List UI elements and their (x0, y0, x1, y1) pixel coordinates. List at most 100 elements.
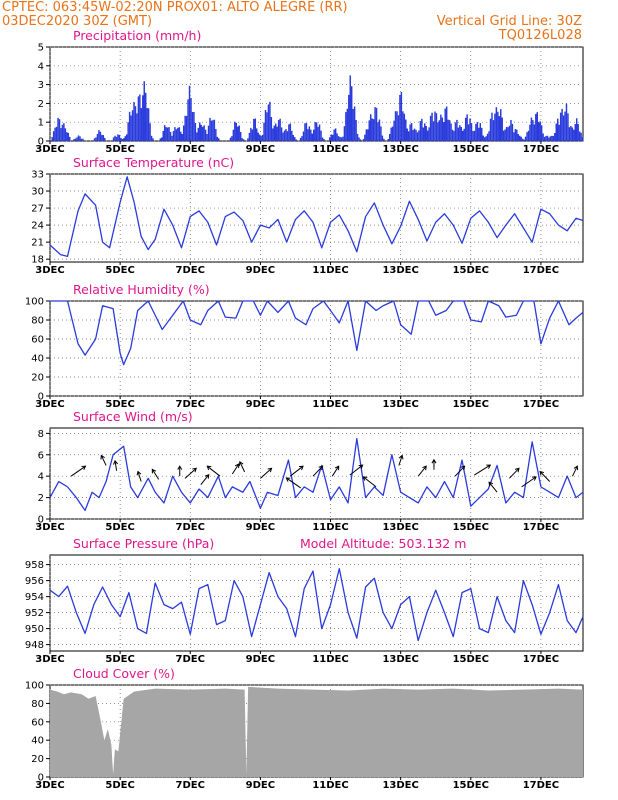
precip-bar (247, 138, 249, 141)
x-tick-label: 7DEC (176, 399, 205, 410)
precip-bar (149, 123, 151, 141)
precip-bar (460, 127, 463, 141)
precip-bar (310, 129, 312, 141)
wind-arrow (454, 465, 465, 477)
precip-bar (67, 132, 69, 141)
precip-bar (101, 134, 103, 141)
precip-bar (497, 111, 499, 141)
x-tick-label: 9DEC (246, 780, 275, 791)
y-tick-label: 952 (25, 608, 44, 619)
wind-arrow-head (514, 467, 520, 473)
precip-bar (184, 115, 186, 141)
x-tick-label: 7DEC (176, 144, 205, 155)
precip-bar (63, 123, 65, 141)
x-tick-label: 17DEC (523, 522, 559, 533)
precip-bar (275, 123, 277, 141)
precip-bar (573, 129, 575, 141)
precip-bar (367, 129, 369, 141)
wind-arrow (260, 467, 272, 479)
wind-arrow (206, 465, 221, 477)
panel-4 (46, 554, 584, 654)
wind-arrow (363, 476, 377, 488)
precip-bar (428, 127, 430, 141)
x-tick-label: 3DEC (35, 780, 64, 791)
x-tick-label: 11DEC (312, 522, 348, 533)
precip-bar (57, 117, 59, 141)
precip-bar (127, 122, 129, 141)
precip-bar (407, 131, 410, 141)
precip-bar (504, 129, 506, 141)
precip-bar (143, 81, 145, 141)
x-tick-label: 9DEC (246, 522, 275, 533)
precip-bar (171, 135, 173, 141)
precip-bar (216, 136, 219, 141)
wind-arrow (474, 464, 491, 476)
wind-arrow (349, 464, 363, 476)
precip-bar (64, 128, 67, 141)
panel-frame (49, 300, 584, 397)
precip-bar (169, 131, 172, 141)
precip-bar (234, 121, 236, 141)
precip-bar (177, 127, 179, 141)
precip-bar (285, 129, 287, 141)
precip-bar (356, 133, 359, 141)
precip-bar (568, 127, 571, 141)
precip-bar (318, 124, 321, 141)
panel-title: Surface Wind (m/s) (73, 409, 193, 424)
precip-bar (571, 127, 574, 141)
precip-bar (519, 135, 521, 141)
precip-bar (390, 127, 392, 141)
y-tick-label: 0 (38, 392, 44, 403)
x-tick-label: 3DEC (35, 654, 64, 665)
precip-bar (142, 95, 144, 141)
y-tick-label: 950 (25, 624, 44, 635)
precip-bar (314, 122, 316, 141)
y-tick-label: 80 (31, 699, 44, 710)
precip-bar (494, 113, 496, 141)
y-tick-label: 956 (25, 576, 44, 587)
precip-bar (302, 131, 305, 141)
precip-bar (549, 136, 552, 141)
x-tick-label: 15DEC (453, 780, 489, 791)
precip-bar (182, 125, 185, 141)
precip-bar (448, 120, 451, 141)
x-tick-label: 3DEC (35, 144, 64, 155)
wind-arrow (509, 467, 520, 479)
x-tick-label: 7DEC (176, 780, 205, 791)
precip-bar (444, 108, 446, 141)
precip-bar (413, 128, 416, 141)
precip-bar (277, 120, 280, 141)
precip-bar (188, 85, 191, 141)
precip-bar (98, 130, 100, 141)
precip-bar (543, 136, 546, 141)
precip-bar (355, 120, 357, 141)
y-tick-label: 21 (31, 238, 44, 249)
precip-bar (229, 137, 232, 141)
x-tick-label: 13DEC (382, 522, 418, 533)
precip-bar (196, 132, 198, 141)
precip-bar (253, 118, 255, 141)
y-tick-label: 100 (25, 681, 44, 692)
precip-bar (261, 134, 264, 141)
precip-bar (454, 122, 457, 141)
precip-bar (580, 132, 582, 141)
precip-bar (163, 125, 166, 141)
precip-bar (329, 137, 331, 141)
precip-bar (348, 94, 350, 141)
x-tick-label: 3DEC (35, 522, 64, 533)
precip-bar (555, 123, 557, 141)
panel-title: Precipitation (mm/h) (73, 28, 201, 43)
precip-bar (546, 135, 549, 141)
precip-bar (193, 111, 195, 141)
precip-bar (115, 136, 118, 141)
precip-bar (307, 129, 309, 141)
precip-bar (552, 135, 555, 141)
panel-title: Cloud Cover (%) (73, 666, 175, 681)
precip-bar (96, 133, 99, 141)
wind-arrow (312, 465, 323, 477)
precip-bar (554, 133, 556, 141)
precip-bar (489, 118, 492, 141)
y-tick-label: 20 (31, 754, 44, 765)
precip-bar (520, 136, 522, 141)
precip-bar (280, 127, 283, 141)
